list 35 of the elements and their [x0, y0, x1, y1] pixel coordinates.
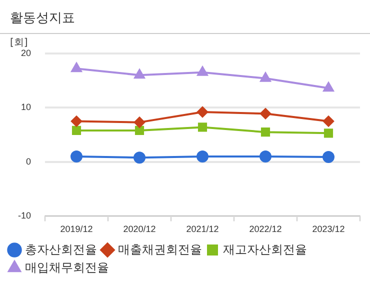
point [198, 122, 208, 132]
legend-label: 매출채권회전율 [118, 242, 202, 256]
point [70, 150, 83, 163]
point [71, 62, 82, 72]
point [134, 69, 145, 79]
y-tick-label: 20 [20, 48, 32, 58]
point [197, 106, 208, 118]
point [324, 128, 334, 138]
point [134, 126, 144, 135]
point [323, 82, 334, 92]
point [260, 72, 271, 82]
point [134, 116, 146, 128]
point [323, 116, 334, 127]
chart-title: 활동성지표 [0, 0, 370, 34]
point [197, 66, 208, 76]
y-tick-label: 0 [26, 156, 32, 166]
point [134, 152, 146, 164]
x-tick-label: 2019/12 [60, 224, 93, 234]
y-tick-label: -10 [18, 210, 32, 221]
point [196, 150, 209, 163]
point [260, 108, 272, 120]
x-tick-label: 2020/12 [123, 224, 156, 234]
legend-label: 총자산회전율 [25, 242, 97, 256]
point [322, 151, 334, 164]
legend-label: 재고자산회전율 [223, 242, 307, 256]
x-tick-label: 2023/12 [312, 224, 345, 234]
point [71, 116, 82, 127]
x-tick-label: 2022/12 [249, 224, 282, 234]
legend-label: 매입채무회전율 [25, 260, 109, 274]
point [260, 128, 270, 137]
point [260, 150, 272, 163]
y-tick-label: 10 [20, 102, 32, 112]
y-axis-title: [회] [10, 38, 28, 49]
x-tick-label: 2021/12 [186, 224, 219, 234]
point [72, 126, 82, 135]
